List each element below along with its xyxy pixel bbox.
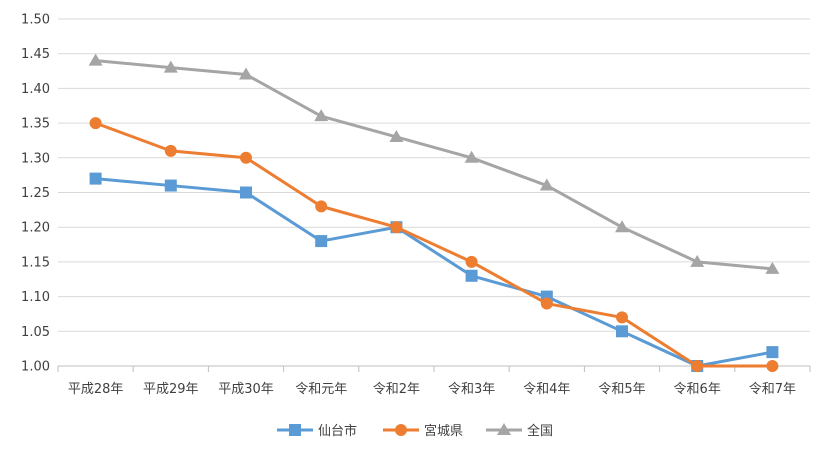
data-point <box>690 254 705 267</box>
x-tick-label: 令和元年 <box>295 382 347 397</box>
data-point <box>765 261 780 274</box>
data-point <box>88 53 103 66</box>
legend-label: 宮城県 <box>424 423 463 439</box>
data-point <box>314 109 329 122</box>
series-2 <box>89 117 779 372</box>
data-point <box>616 311 628 324</box>
data-point <box>89 172 102 185</box>
x-tick-label: 平成29年 <box>143 382 199 397</box>
y-tick-label: 1.45 <box>21 47 50 62</box>
y-tick-label: 1.25 <box>21 186 50 201</box>
data-point <box>239 67 253 80</box>
data-point <box>389 129 404 142</box>
y-tick-label: 1.40 <box>21 82 50 97</box>
legend-marker <box>289 424 301 436</box>
series-line <box>95 177 773 368</box>
data-point <box>465 269 478 282</box>
data-point <box>616 325 628 338</box>
x-tick-label: 令和6年 <box>674 382 721 397</box>
legend-marker <box>497 423 511 435</box>
data-point <box>240 186 252 199</box>
data-point <box>766 346 779 359</box>
data-point <box>540 297 553 310</box>
x-tick-label: 令和5年 <box>598 382 645 397</box>
data-point <box>539 178 554 191</box>
x-axis-ticks: 平成28年 平成29年 平成30年 令和元年 令和2年 令和3年 令和4年 令和5年 令和6年 令… <box>68 382 796 397</box>
legend-label: 全国 <box>527 423 553 439</box>
data-point <box>163 60 178 73</box>
x-tick-label: 平成30年 <box>218 382 274 397</box>
data-point <box>615 220 629 233</box>
legend-item: 仙台市 <box>277 423 357 439</box>
y-tick-label: 1.05 <box>21 325 50 340</box>
series-3 <box>88 53 780 274</box>
y-tick-label: 1.10 <box>21 290 50 305</box>
x-axis <box>57 365 811 372</box>
data-point <box>766 360 779 372</box>
y-tick-label: 1.15 <box>21 255 50 270</box>
data-point <box>89 117 102 130</box>
data-point <box>164 144 177 157</box>
y-tick-label: 1.30 <box>21 151 50 166</box>
data-point <box>164 179 177 192</box>
data-point <box>315 200 328 213</box>
y-tick-label: 1.00 <box>21 360 50 375</box>
data-point <box>691 360 704 372</box>
y-tick-label: 1.35 <box>21 117 50 132</box>
y-axis-ticks: 1.00 1.05 1.10 1.15 1.20 1.25 1.30 1.35 1.40 1.45… <box>21 13 50 375</box>
x-tick-label: 平成28年 <box>68 382 124 397</box>
series-line <box>95 121 773 368</box>
data-point <box>465 255 478 268</box>
x-tick-label: 令和3年 <box>448 382 495 397</box>
legend: 仙台市 宮城県 全国 <box>277 423 553 439</box>
legend-marker <box>395 424 407 436</box>
data-point <box>240 151 252 164</box>
series-1 <box>89 172 779 372</box>
legend-item: 宮城県 <box>383 423 463 439</box>
series-line <box>95 59 773 271</box>
data-point <box>315 235 328 248</box>
data-point <box>390 221 403 234</box>
gridlines <box>58 18 810 332</box>
y-tick-label: 1.50 <box>21 13 50 28</box>
legend-item: 全国 <box>486 423 553 439</box>
x-tick-label: 令和2年 <box>373 382 420 397</box>
x-tick-label: 令和4年 <box>523 382 570 397</box>
y-tick-label: 1.20 <box>21 221 50 236</box>
series-group <box>88 53 780 372</box>
x-tick-label: 令和7年 <box>749 382 796 397</box>
data-point <box>464 150 479 163</box>
legend-label: 仙台市 <box>318 423 357 439</box>
